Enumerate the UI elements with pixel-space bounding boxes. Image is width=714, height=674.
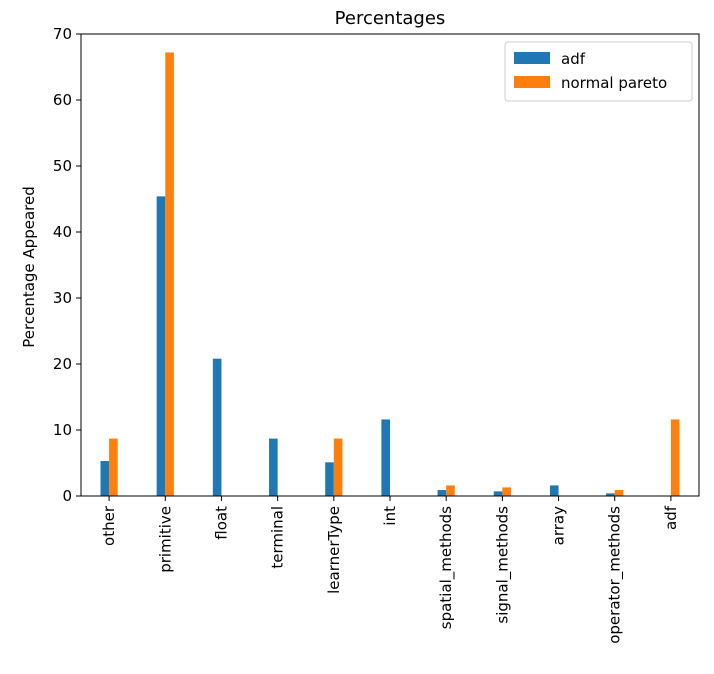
bar-series-1-other: [100, 461, 110, 496]
bar-series-2-operator_methods: [614, 490, 624, 496]
y-tick-label: 0: [62, 487, 72, 505]
x-tick-label-primitive: primitive: [156, 506, 174, 573]
y-tick-label: 60: [53, 91, 72, 109]
legend: adf normal pareto: [504, 41, 693, 102]
bar-series-1-signal_methods: [493, 491, 503, 496]
bar-series-1-spatial_methods: [437, 490, 447, 496]
y-tick-label: 50: [53, 157, 72, 175]
bar-series-1-array: [549, 485, 559, 496]
bar-series-1-float: [212, 358, 222, 496]
bar-series-1-int: [381, 419, 390, 496]
bar-series-2-learnerType: [333, 438, 343, 496]
bar-series-2-primitive: [165, 52, 174, 496]
bar-series-2-other: [109, 438, 118, 496]
legend-box: [504, 41, 693, 102]
chart-title: Percentages: [335, 8, 446, 29]
y-tick-label: 30: [53, 289, 72, 307]
x-tick-label-float: float: [212, 506, 230, 540]
y-tick-label: 10: [53, 421, 72, 439]
bar-series-2-spatial_methods: [446, 485, 455, 496]
bar-series-1-primitive: [156, 196, 166, 497]
legend-swatch-1: [514, 52, 550, 64]
legend-label-2: normal pareto: [561, 74, 667, 92]
x-tick-label-operator_methods: operator_methods: [606, 506, 625, 644]
x-tick-label-learnerType: learnerType: [325, 506, 343, 594]
x-tick-label-adf: adf: [662, 505, 680, 530]
bar-series-2-signal_methods: [502, 487, 511, 496]
plot-area: 0 10 20 30 40 50 60 70 other primitive float termin…: [53, 25, 700, 644]
x-tick-label-int: int: [381, 506, 399, 526]
y-axis-label: Percentage Appeared: [20, 186, 38, 347]
x-tick-label-other: other: [100, 505, 118, 546]
y-tick-label: 70: [53, 25, 72, 43]
x-tick-label-terminal: terminal: [269, 506, 287, 569]
y-tick-label: 20: [53, 355, 72, 373]
bar-series-1-operator_methods: [606, 493, 615, 496]
bar-series-1-learnerType: [325, 462, 334, 496]
x-tick-label-signal_methods: signal_methods: [493, 506, 512, 624]
bar-series-1-terminal: [269, 438, 278, 496]
legend-swatch-2: [514, 76, 550, 88]
bar-series-2-adf: [670, 419, 680, 496]
x-tick-label-spatial_methods: spatial_methods: [437, 506, 456, 629]
x-tick-label-array: array: [550, 506, 568, 545]
y-tick-label: 40: [53, 223, 72, 241]
legend-label-1: adf: [561, 50, 586, 68]
